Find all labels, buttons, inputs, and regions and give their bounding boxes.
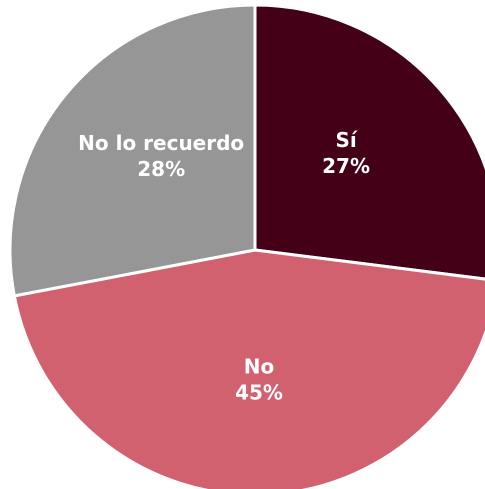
pie-slice-label-3: No lo recuerdo 28% [78, 131, 244, 181]
slice-value-label: 28% [137, 157, 185, 181]
pie-slice-1 [253, 3, 485, 281]
pie-slice-label-2: No 45% [235, 354, 283, 404]
slice-category-label: No [244, 354, 274, 378]
pie-slice-label-1: Sí 27% [322, 128, 370, 178]
pie-slice-2 [12, 248, 485, 489]
slice-category-label: Sí [335, 128, 357, 152]
pie-labels: Sí 27% No 45% No lo recuerdo 28% [78, 128, 370, 404]
pie-slices [8, 3, 485, 489]
pie-slice-3 [8, 3, 257, 298]
slice-category-label: No lo recuerdo [78, 131, 244, 155]
slice-value-label: 45% [235, 380, 283, 404]
slice-value-label: 27% [322, 154, 370, 178]
